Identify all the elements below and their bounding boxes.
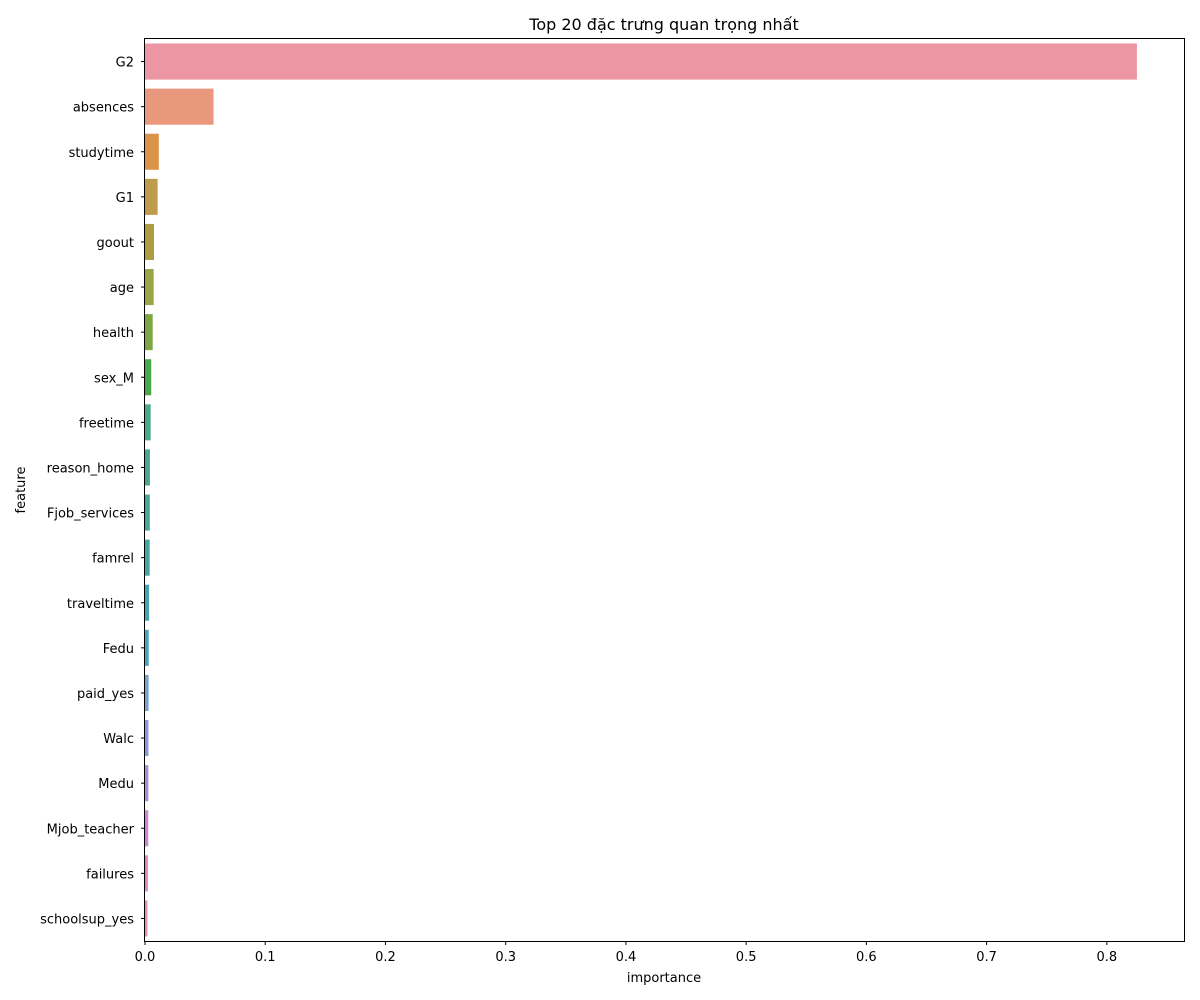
bar-G2	[145, 43, 1137, 80]
x-tick-label: 0.6	[856, 950, 877, 965]
x-tick-label: 0.7	[976, 950, 997, 965]
y-axis-ticks: G2 absences studytime G1 goout age health sex_M…	[40, 56, 145, 927]
bar-age	[145, 269, 154, 306]
bar-failures	[145, 855, 148, 892]
y-tick-label: paid_yes	[77, 687, 134, 702]
y-tick-label: freetime	[79, 416, 134, 431]
x-tick-label: 0.4	[616, 950, 637, 965]
y-axis-label: feature	[14, 467, 29, 514]
y-tick-label: health	[93, 326, 134, 341]
y-tick-label: traveltime	[67, 597, 134, 612]
y-tick-label: Fjob_services	[47, 507, 134, 522]
x-tick-label: 0.8	[1097, 950, 1118, 965]
bar-Walc	[145, 720, 149, 757]
y-tick-label: reason_home	[47, 461, 134, 476]
bar-traveltime	[145, 584, 150, 621]
y-tick-label: studytime	[69, 146, 134, 161]
bar-famrel	[145, 539, 150, 576]
y-tick-label: failures	[86, 867, 134, 882]
bar-studytime	[145, 133, 159, 170]
y-tick-label: absences	[73, 101, 134, 116]
y-tick-label: schoolsup_yes	[40, 912, 134, 927]
bar-absences	[145, 88, 214, 125]
y-tick-label: age	[110, 281, 134, 296]
x-tick-label: 0.3	[495, 950, 516, 965]
bar-Fjob_services	[145, 494, 150, 531]
plot-frame	[144, 38, 1185, 942]
bar-health	[145, 314, 153, 351]
bar-freetime	[145, 404, 151, 441]
y-tick-label: sex_M	[94, 371, 134, 386]
bar-paid_yes	[145, 674, 149, 711]
x-axis-ticks: 0.0 0.1 0.2 0.3 0.4 0.5 0.6 0.7 0.8	[135, 941, 1118, 965]
bars-group	[145, 43, 1137, 937]
x-axis-label: importance	[627, 971, 701, 986]
y-tick-label: G2	[116, 56, 134, 71]
bar-Medu	[145, 765, 149, 802]
bar-reason_home	[145, 449, 150, 486]
y-tick-label: G1	[116, 191, 134, 206]
bar-goout	[145, 223, 155, 260]
y-tick-label: Mjob_teacher	[47, 822, 135, 837]
y-tick-label: Walc	[103, 732, 134, 747]
bar-Fedu	[145, 629, 149, 666]
chart-title: Top 20 đặc trưng quan trọng nhất	[528, 15, 798, 34]
y-tick-label: famrel	[92, 552, 134, 567]
bar-sex_M	[145, 359, 152, 396]
bar-Mjob_teacher	[145, 810, 149, 847]
x-tick-label: 0.5	[736, 950, 757, 965]
y-tick-label: Medu	[98, 777, 134, 792]
bar-G1	[145, 178, 158, 215]
x-tick-label: 0.2	[375, 950, 396, 965]
bar-schoolsup_yes	[145, 900, 148, 937]
x-tick-label: 0.0	[135, 950, 156, 965]
x-tick-label: 0.1	[255, 950, 276, 965]
y-tick-label: Fedu	[103, 642, 134, 657]
y-tick-label: goout	[97, 236, 135, 251]
